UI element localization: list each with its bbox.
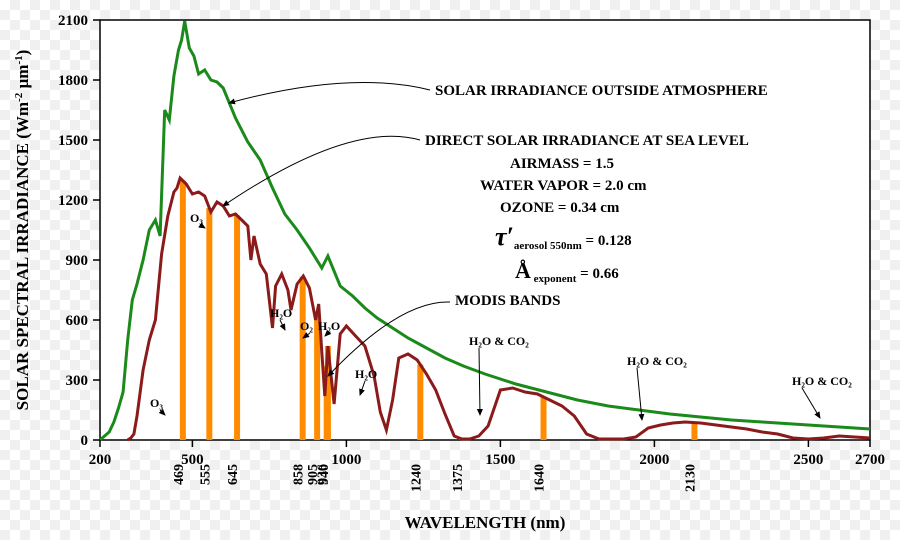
absorption-label-6: H₂O & CO₂ <box>469 334 529 348</box>
absorption-label-4: H₂O <box>318 319 340 333</box>
absorption-label-3: O₂ <box>300 319 313 333</box>
annotation-2: AIRMASS = 1.5 <box>510 156 614 172</box>
ytick-1500: 1500 <box>58 133 88 149</box>
band-label-1640: 1640 <box>533 464 548 492</box>
band-label-645: 645 <box>226 464 241 485</box>
ytick-0: 0 <box>81 433 89 449</box>
xtick-2500: 2500 <box>793 452 823 468</box>
absorption-label-1: O₃ <box>190 211 203 225</box>
annotation-4: OZONE = 0.34 cm <box>500 200 620 216</box>
annotation-3: WATER VAPOR = 2.0 cm <box>480 178 647 194</box>
absorption-label-2: H₂O <box>270 306 292 320</box>
xtick-1000: 1000 <box>331 452 361 468</box>
ytick-1800: 1800 <box>58 73 88 89</box>
y-axis-label: SOLAR SPECTRAL IRRADIANCE (Wm-2 µm-1) <box>13 50 32 411</box>
chart-svg: 2005001000150020002500270003006009001200… <box>0 0 900 540</box>
band-label-940: 940 <box>317 464 332 485</box>
ytick-600: 600 <box>66 313 89 329</box>
xtick-2700: 2700 <box>855 452 885 468</box>
x-axis-label: WAVELENGTH (nm) <box>405 513 566 532</box>
band-label-555: 555 <box>198 464 213 485</box>
absorption-label-8: H₂O & CO₂ <box>792 374 852 388</box>
band-label-2130: 2130 <box>683 464 698 492</box>
ytick-300: 300 <box>66 373 89 389</box>
annotation-0: SOLAR IRRADIANCE OUTSIDE ATMOSPHERE <box>435 83 768 99</box>
annotation-1: DIRECT SOLAR IRRADIANCE AT SEA LEVEL <box>425 133 749 149</box>
absorption-label-7: H₂O & CO₂ <box>627 354 687 368</box>
absorption-label-0: O₃ <box>150 396 163 410</box>
ytick-900: 900 <box>66 253 89 269</box>
angstrom-label: Å exponent = 0.66 <box>515 258 619 285</box>
band-label-469: 469 <box>172 464 187 485</box>
ytick-1200: 1200 <box>58 193 88 209</box>
band-labels: 4695556458589059369401240137516402130 <box>172 464 699 492</box>
band-label-1240: 1240 <box>409 464 424 492</box>
band-label-858: 858 <box>292 464 307 485</box>
xtick-1500: 1500 <box>485 452 515 468</box>
band-label-1375: 1375 <box>451 464 466 492</box>
tau-label: τ′aerosol 550nm = 0.128 <box>495 222 632 252</box>
xtick-2000: 2000 <box>639 452 669 468</box>
absorption-label-5: H₂O <box>355 367 377 381</box>
modis-bands-label: MODIS BANDS <box>455 293 560 309</box>
xtick-200: 200 <box>89 452 112 468</box>
ytick-2100: 2100 <box>58 13 88 29</box>
